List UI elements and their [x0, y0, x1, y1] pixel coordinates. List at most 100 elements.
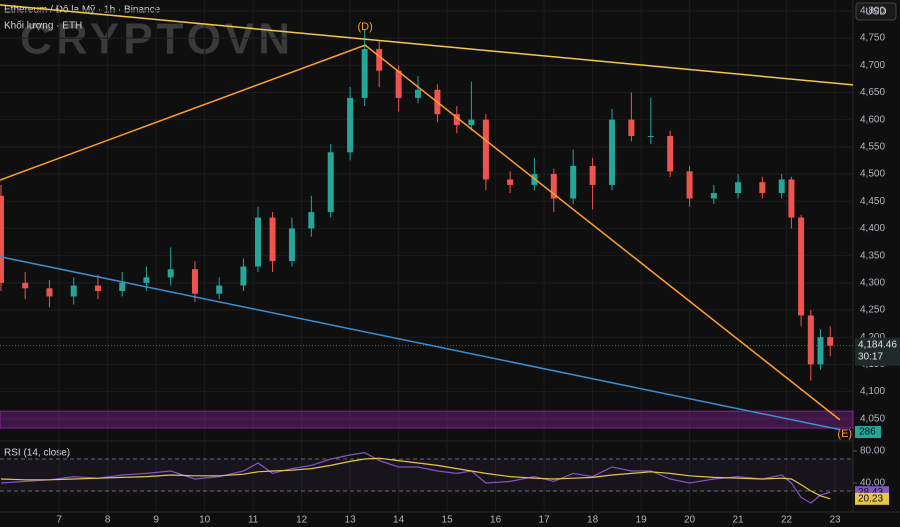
candle-body: [167, 269, 174, 278]
candle-body: [589, 165, 596, 185]
y-tick-label: 4,350: [860, 250, 885, 261]
x-tick-label: 19: [636, 515, 648, 526]
countdown: 30:17: [858, 351, 883, 362]
candle-body: [347, 97, 354, 153]
y-tick-label: 4,700: [860, 60, 885, 71]
candle-body: [788, 179, 795, 218]
candle-body: [827, 337, 834, 346]
candle-body: [686, 171, 693, 199]
y-tick-label: 4,200: [860, 332, 885, 343]
y-tick-label: 4,500: [860, 169, 885, 180]
volume-label: 286: [859, 427, 876, 438]
candle-body: [759, 182, 766, 194]
y-tick-label: 4,450: [860, 196, 885, 207]
candle-body: [327, 152, 334, 213]
zone: [0, 410, 854, 429]
annotation: (E): [837, 428, 852, 440]
x-tick-label: 18: [587, 515, 599, 526]
candle-body: [710, 193, 717, 199]
candle-body: [807, 315, 814, 365]
candle-body: [308, 212, 315, 229]
chart-title: Ethereum / Đô la Mỹ · 1h · Binance: [4, 5, 161, 16]
rsi-line: [0, 457, 831, 500]
x-tick-label: 9: [153, 515, 159, 526]
candle-body: [0, 195, 4, 283]
candle-body: [288, 228, 295, 262]
chart-subtitle: Khối lượng · ETH: [4, 20, 82, 32]
rsi-value-label: 28.43: [858, 487, 883, 498]
y-tick-label: 4,250: [860, 305, 885, 316]
x-tick-label: 7: [56, 515, 62, 526]
y-tick-label: 4,300: [860, 277, 885, 288]
rsi-value-label: 20.23: [858, 493, 883, 504]
candle-body: [361, 48, 368, 98]
trendline: [0, 44, 841, 421]
x-tick-label: 10: [199, 515, 211, 526]
candle-body: [94, 285, 101, 291]
y-tick-label: 4,400: [860, 223, 885, 234]
candle-body: [216, 285, 223, 294]
rsi-line: [0, 451, 831, 504]
x-tick-label: 15: [442, 515, 454, 526]
x-tick-label: 21: [733, 515, 745, 526]
candle-body: [628, 119, 635, 136]
candle-body: [647, 135, 654, 137]
candle-body: [119, 282, 126, 291]
y-tick-label: 4,650: [860, 87, 885, 98]
candle-body: [240, 266, 247, 286]
candle-body: [468, 119, 475, 126]
candle-body: [376, 48, 383, 71]
x-tick-label: 11: [248, 515, 259, 526]
x-tick-label: 13: [345, 515, 357, 526]
y-tick-label: 4,550: [860, 141, 885, 152]
annotation: (D): [358, 21, 373, 33]
candle-body: [778, 179, 785, 194]
candle-body: [269, 217, 276, 262]
y-tick-label: 4,800: [860, 6, 885, 17]
rsi-tick-label: 80.00: [860, 446, 885, 457]
rsi-title: RSI (14, close): [4, 448, 70, 459]
y-tick-label: 4,100: [860, 386, 885, 397]
candle-body: [254, 217, 261, 267]
x-tick-label: 12: [296, 515, 308, 526]
candle-body: [453, 114, 460, 126]
x-tick-label: 14: [393, 515, 405, 526]
candle-body: [817, 337, 824, 365]
candle-body: [507, 179, 514, 185]
candle-body: [798, 217, 805, 316]
x-tick-label: 8: [105, 515, 111, 526]
y-tick-label: 4,600: [860, 114, 885, 125]
candle-body: [482, 119, 489, 180]
candle-body: [395, 70, 402, 98]
volume-tag: [855, 426, 881, 438]
trendline: [0, 4, 854, 86]
rsi-value-tag: [855, 492, 889, 505]
candle-body: [46, 288, 53, 297]
candle-body: [608, 119, 615, 185]
price-label: 4,184.46: [858, 339, 897, 350]
rsi-tick-label: 40.00: [860, 478, 885, 489]
candle-body: [22, 282, 29, 289]
candle-body: [70, 285, 77, 297]
x-tick-label: 23: [829, 515, 841, 526]
trendline: [0, 255, 841, 431]
watermark: CRYPTOVN: [20, 15, 294, 64]
candle-body: [550, 174, 557, 199]
x-tick-label: 16: [490, 515, 502, 526]
x-tick-label: 17: [539, 515, 551, 526]
currency-box[interactable]: [855, 2, 897, 21]
x-tick-label: 20: [684, 515, 696, 526]
candle-body: [570, 165, 577, 199]
x-tick-label: 22: [781, 515, 793, 526]
price-tag: [855, 337, 900, 366]
candle-body: [143, 277, 150, 283]
y-tick-label: 4,050: [860, 413, 885, 424]
candle-body: [191, 269, 198, 294]
candle-body: [735, 182, 742, 194]
candle-body: [415, 89, 422, 98]
currency[interactable]: USD: [865, 7, 886, 18]
y-tick-label: 4,750: [860, 33, 885, 44]
candle-body: [667, 135, 674, 172]
